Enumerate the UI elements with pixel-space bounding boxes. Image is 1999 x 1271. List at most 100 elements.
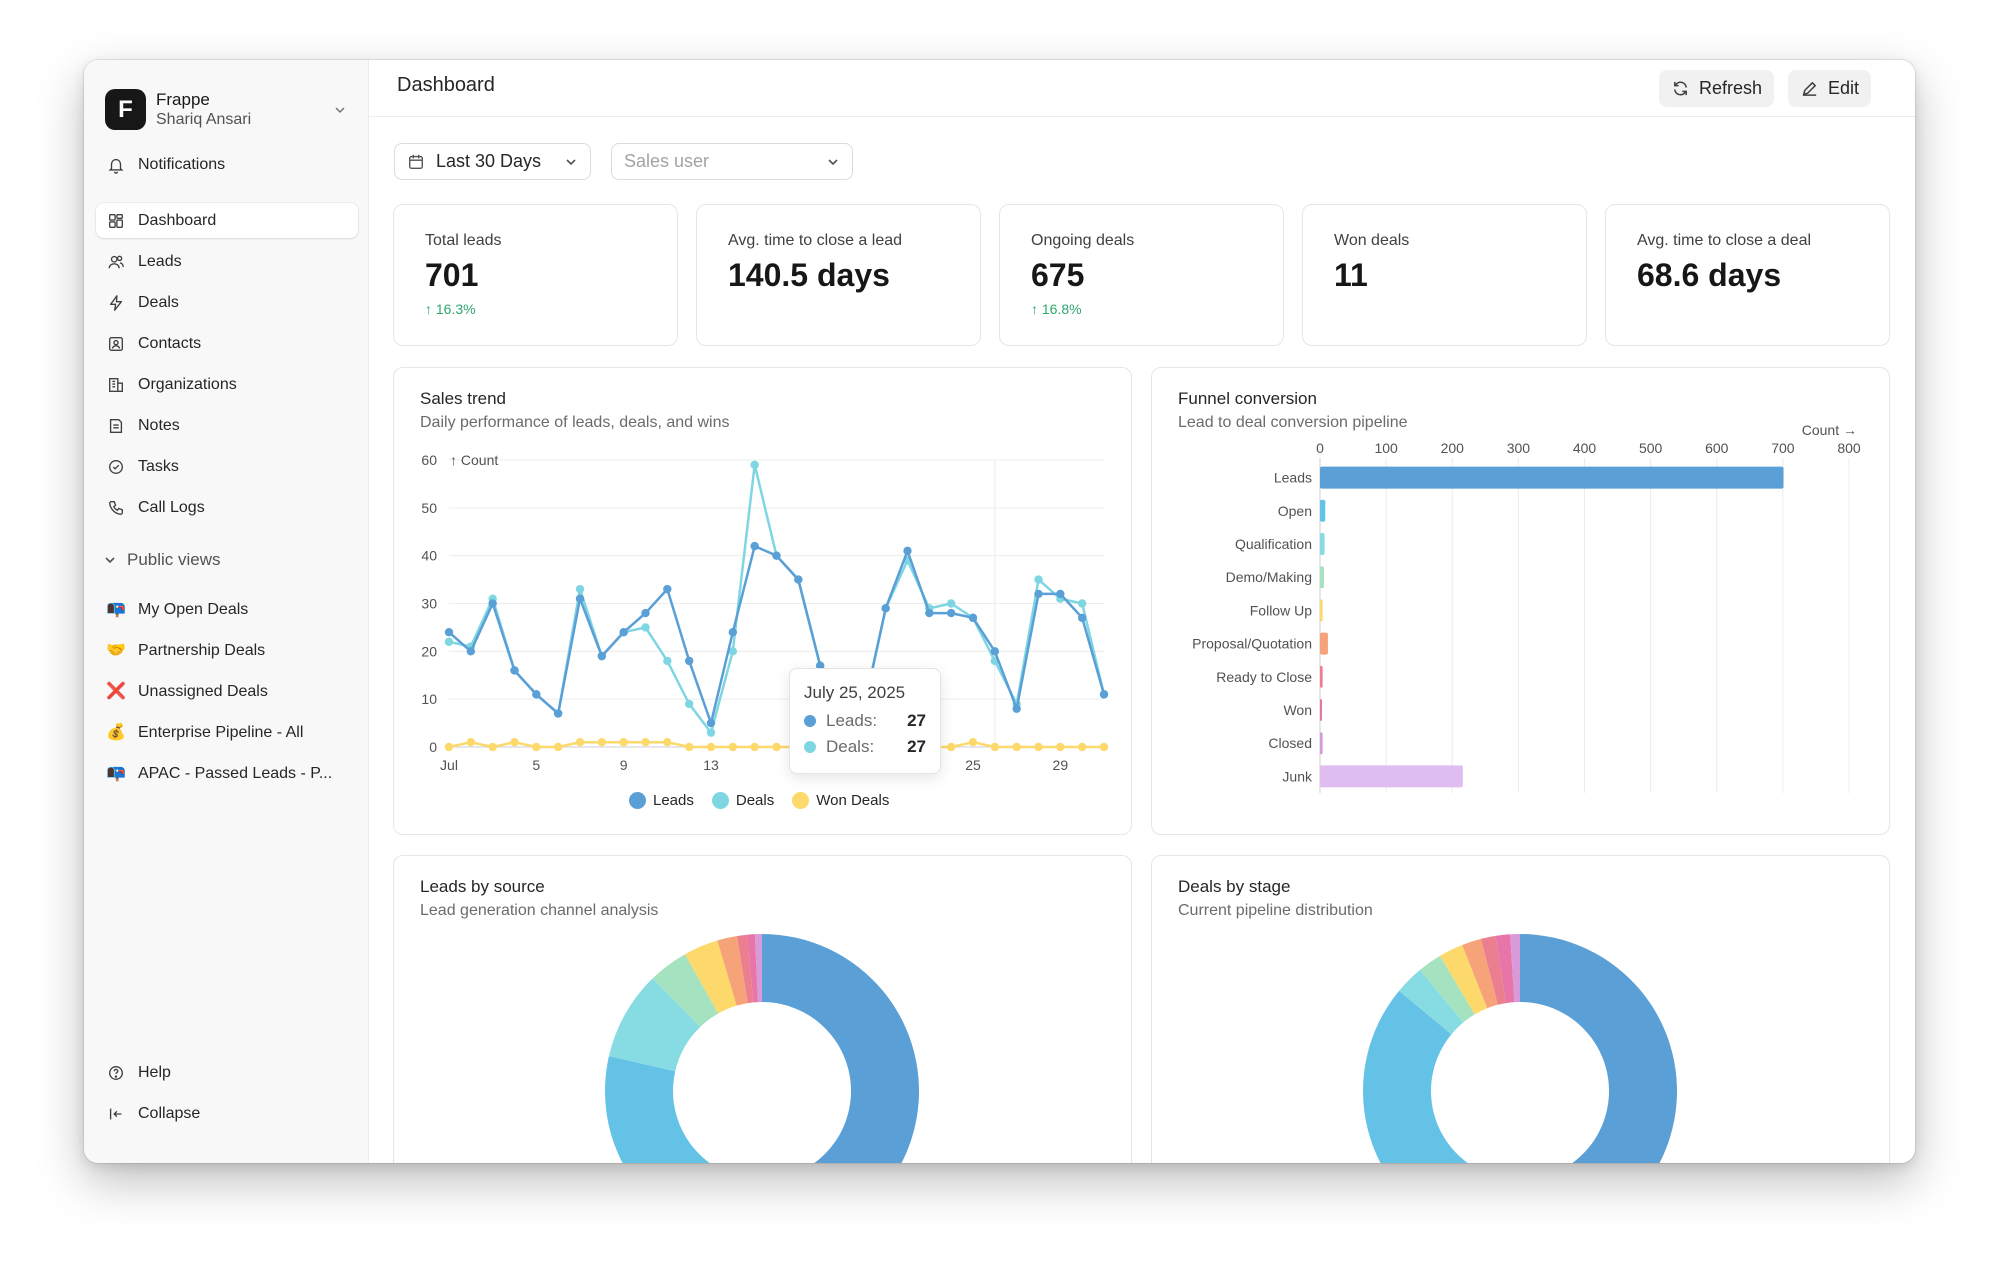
sidebar-view-apac-passed-leads[interactable]: 📭 APAC - Passed Leads - P... bbox=[96, 756, 358, 791]
kpi-value: 701 bbox=[425, 257, 479, 293]
sidebar-item-help[interactable]: Help bbox=[96, 1055, 358, 1090]
data-point-leads bbox=[444, 628, 454, 637]
data-point-won-deals bbox=[575, 738, 585, 747]
workspace-logo: F bbox=[105, 89, 146, 130]
data-point-deals bbox=[641, 623, 650, 632]
sidebar-item-dashboard[interactable]: Dashboard bbox=[96, 203, 358, 238]
card-title: Sales trend bbox=[420, 389, 506, 408]
donut-slice bbox=[652, 954, 719, 1028]
data-point-leads bbox=[663, 584, 672, 594]
leads-by-source-donut bbox=[605, 934, 919, 1163]
legend-dot bbox=[711, 792, 729, 809]
sidebar-item-label: Deals bbox=[138, 293, 179, 311]
data-point-leads bbox=[619, 628, 628, 637]
data-point-won-deals bbox=[706, 742, 716, 752]
card-title: Funnel conversion bbox=[1178, 389, 1317, 408]
legend-item-leads[interactable]: Leads bbox=[629, 792, 694, 809]
data-point-leads bbox=[684, 656, 694, 666]
x-axis-label: Count → bbox=[1802, 422, 1857, 438]
kpi-card-won-deals: Won deals 11 bbox=[1302, 204, 1587, 346]
x-tick-label: 29 bbox=[1053, 757, 1069, 773]
workspace-user: Shariq Ansari bbox=[156, 111, 252, 129]
sidebar-item-call-logs[interactable]: Call Logs bbox=[96, 490, 358, 525]
workspace-switcher[interactable]: F Frappe Shariq Ansari bbox=[84, 60, 368, 140]
sidebar-view-unassigned-deals[interactable]: ❌ Unassigned Deals bbox=[96, 674, 358, 709]
kpi-delta: ↑ 16.3% bbox=[425, 301, 476, 317]
donut-slice bbox=[1440, 945, 1488, 1015]
y-tick-label: 50 bbox=[421, 500, 437, 516]
app-window: F Frappe Shariq Ansari Notifications Das… bbox=[84, 60, 1915, 1163]
y-tick-label: 60 bbox=[421, 452, 437, 468]
chart-tooltip: July 25, 2025 Leads: 27 Deals: 27 bbox=[789, 668, 941, 774]
phone-icon bbox=[106, 498, 126, 518]
x-tick-label: 0 bbox=[1316, 440, 1324, 456]
sidebar-item-organizations[interactable]: Organizations bbox=[96, 367, 358, 402]
y-tick-label: 0 bbox=[429, 739, 437, 755]
data-point-leads bbox=[532, 690, 541, 699]
x-tick-label: 5 bbox=[532, 757, 540, 773]
data-point-leads bbox=[903, 546, 912, 556]
refresh-label: Refresh bbox=[1699, 78, 1763, 98]
data-point-won-deals bbox=[619, 738, 628, 747]
sales-trend-card: Sales trend Daily performance of leads, … bbox=[393, 367, 1132, 835]
public-views-label: Public views bbox=[127, 550, 221, 569]
kpi-card-avg-close-lead: Avg. time to close a lead 140.5 days bbox=[696, 204, 981, 346]
edit-button[interactable]: Edit bbox=[1788, 70, 1872, 107]
data-point-deals bbox=[575, 584, 585, 594]
data-point-won-deals bbox=[1099, 742, 1109, 752]
sidebar-collapse-button[interactable]: Collapse bbox=[96, 1096, 358, 1131]
chevron-down-icon bbox=[566, 158, 576, 165]
users-icon bbox=[106, 252, 126, 272]
public-views-toggle[interactable]: Public views bbox=[103, 550, 221, 570]
sidebar-item-label: Tasks bbox=[138, 457, 179, 475]
arrow-up-icon: ↑ bbox=[1031, 301, 1042, 317]
data-point-won-deals bbox=[772, 742, 781, 752]
category-label: Junk bbox=[1282, 768, 1313, 784]
sidebar-item-notes[interactable]: Notes bbox=[96, 408, 358, 443]
bar-leads bbox=[1320, 466, 1784, 489]
data-point-deals bbox=[706, 728, 716, 737]
bar-ready-to-close bbox=[1320, 665, 1323, 688]
sidebar-view-my-open-deals[interactable]: 📭 My Open Deals bbox=[96, 592, 358, 627]
data-point-leads bbox=[772, 551, 781, 560]
date-range-select[interactable]: Last 30 Days bbox=[394, 143, 591, 180]
sidebar-item-label: Contacts bbox=[138, 334, 202, 352]
pencil-icon bbox=[1802, 81, 1817, 96]
data-point-leads bbox=[553, 709, 563, 718]
sales-user-placeholder: Sales user bbox=[624, 151, 710, 171]
category-label: Closed bbox=[1268, 735, 1312, 751]
series-line-leads bbox=[448, 544, 1106, 725]
sidebar-item-tasks[interactable]: Tasks bbox=[96, 449, 358, 484]
data-point-won-deals bbox=[510, 738, 519, 747]
sidebar-view-enterprise-pipeline[interactable]: 💰 Enterprise Pipeline - All bbox=[96, 715, 358, 750]
refresh-button[interactable]: Refresh bbox=[1659, 70, 1775, 107]
sidebar-item-notifications[interactable]: Notifications bbox=[96, 147, 358, 182]
sidebar-item-contacts[interactable]: Contacts bbox=[96, 326, 358, 361]
sidebar-item-label: Unassigned Deals bbox=[138, 682, 268, 700]
kpi-label: Won deals bbox=[1334, 232, 1410, 249]
y-tick-label: 20 bbox=[421, 643, 437, 659]
donut-slice bbox=[746, 934, 759, 1003]
kpi-label: Avg. time to close a lead bbox=[728, 232, 903, 249]
legend-item-won-deals[interactable]: Won Deals bbox=[792, 792, 889, 809]
tooltip-label: Leads: bbox=[826, 711, 878, 730]
legend-item-deals[interactable]: Deals bbox=[711, 792, 774, 809]
check-circle-icon bbox=[106, 457, 126, 477]
sales-user-select[interactable]: Sales user bbox=[611, 143, 853, 180]
donut-slice bbox=[1363, 990, 1468, 1163]
leads-by-source-card: Leads by source Lead generation channel … bbox=[393, 855, 1132, 1163]
chevron-down-icon bbox=[335, 106, 345, 113]
sidebar-item-label: Help bbox=[138, 1063, 171, 1081]
refresh-icon bbox=[1674, 81, 1687, 96]
mailbox-icon: 📭 bbox=[106, 600, 126, 618]
sidebar-item-deals[interactable]: Deals bbox=[96, 285, 358, 320]
donut-slice bbox=[762, 934, 919, 1163]
sidebar-view-partnership-deals[interactable]: 🤝 Partnership Deals bbox=[96, 633, 358, 668]
money-bag-icon: 💰 bbox=[106, 723, 126, 741]
note-icon bbox=[106, 416, 126, 436]
sidebar-item-leads[interactable]: Leads bbox=[96, 244, 358, 279]
page-title: Dashboard bbox=[397, 74, 495, 96]
card-title: Leads by source bbox=[420, 877, 545, 896]
data-point-leads bbox=[881, 604, 890, 613]
donut-slice bbox=[1520, 934, 1677, 1163]
